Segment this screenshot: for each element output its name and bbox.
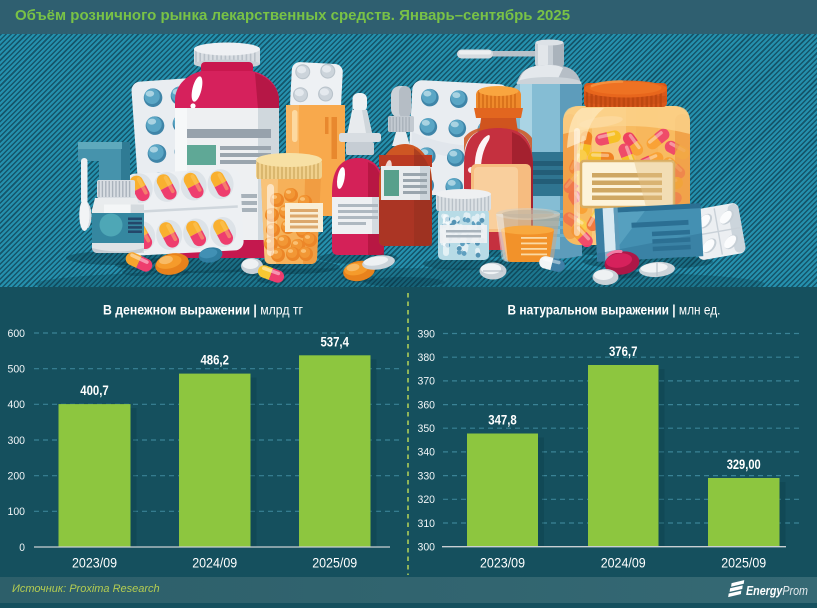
svg-text:310: 310: [418, 518, 436, 530]
svg-text:В натуральном выражении | млн: В натуральном выражении | млн ед.: [508, 303, 721, 318]
svg-text:350: 350: [418, 423, 436, 435]
svg-text:2025/09: 2025/09: [312, 555, 357, 571]
svg-text:EnergyProm: EnergyProm: [746, 583, 808, 598]
svg-text:340: 340: [418, 447, 436, 459]
svg-text:2024/09: 2024/09: [601, 555, 646, 571]
svg-text:330: 330: [418, 470, 436, 482]
svg-text:2025/09: 2025/09: [721, 555, 766, 571]
svg-text:200: 200: [8, 471, 26, 483]
svg-text:В денежном выражении | млрд тг: В денежном выражении | млрд тг: [103, 303, 303, 318]
svg-text:380: 380: [418, 352, 436, 364]
svg-text:390: 390: [418, 328, 436, 340]
svg-text:400,7: 400,7: [80, 383, 109, 398]
svg-text:486,2: 486,2: [200, 353, 229, 368]
svg-text:400: 400: [8, 399, 26, 411]
svg-text:100: 100: [8, 506, 26, 518]
svg-text:347,8: 347,8: [488, 413, 517, 428]
svg-text:0: 0: [19, 542, 25, 554]
svg-text:2024/09: 2024/09: [192, 555, 237, 571]
svg-text:360: 360: [418, 399, 436, 411]
svg-text:300: 300: [8, 435, 26, 447]
svg-text:370: 370: [418, 376, 436, 388]
svg-text:600: 600: [8, 328, 26, 340]
svg-text:500: 500: [8, 364, 26, 376]
svg-text:320: 320: [418, 494, 436, 506]
svg-text:300: 300: [418, 542, 436, 554]
svg-text:2023/09: 2023/09: [480, 555, 525, 571]
svg-text:537,4: 537,4: [320, 334, 349, 349]
svg-text:329,00: 329,00: [727, 457, 761, 472]
svg-text:2023/09: 2023/09: [72, 555, 117, 571]
svg-text:376,7: 376,7: [609, 344, 638, 359]
